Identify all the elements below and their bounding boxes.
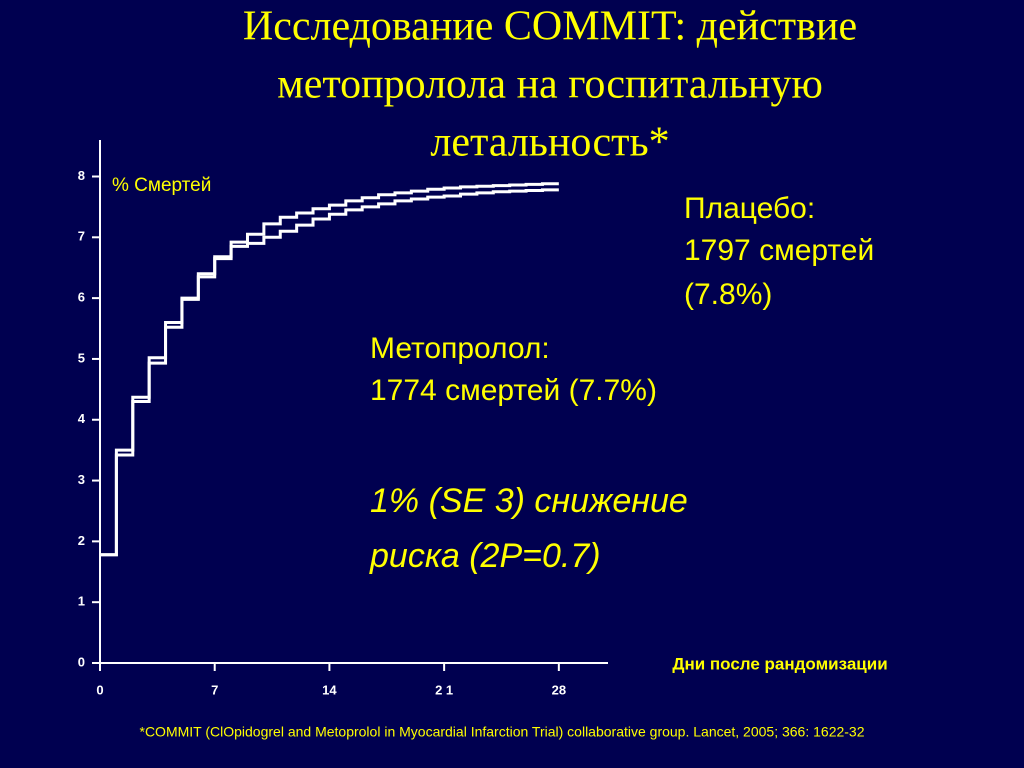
annotation: риска (2P=0.7) — [369, 537, 601, 575]
y-tick-label: 3 — [78, 472, 85, 487]
y-tick-label: 0 — [78, 654, 85, 669]
annotation: 1797 смертей — [684, 234, 874, 267]
x-tick-label: 7 — [211, 682, 218, 697]
annotation: Метопролол: — [370, 332, 550, 365]
annotation: 1774 смертей (7.7%) — [370, 374, 657, 407]
annotation: 1% (SE 3) снижение — [370, 482, 688, 520]
title-line: метопролола на госпитальную — [277, 62, 823, 108]
footnote: *COMMIT (ClOpidogrel and Metoprolol in M… — [140, 724, 865, 740]
y-tick-label: 5 — [78, 350, 85, 365]
y-tick-label: 1 — [78, 594, 85, 609]
x-tick-label: 0 — [96, 682, 103, 697]
x-tick-label: 14 — [322, 682, 337, 697]
title-line: Исследование COMMIT: действие — [243, 4, 857, 50]
y-tick-label: 8 — [78, 168, 85, 183]
y-tick-label: 7 — [78, 229, 85, 244]
y-tick-label: 4 — [78, 411, 86, 426]
x-tick-label: 2 1 — [435, 682, 453, 697]
series-line — [100, 188, 559, 557]
annotation: (7.8%) — [684, 278, 772, 311]
annotation: Плацебо: — [684, 192, 815, 225]
title-line: летальность* — [430, 120, 669, 166]
x-axis-label: Дни после рандомизации — [672, 654, 887, 673]
x-tick-label: 28 — [552, 682, 566, 697]
y-tick-label: 6 — [78, 290, 85, 305]
y-axis-label: % Смертей — [112, 175, 211, 196]
y-tick-label: 2 — [78, 533, 85, 548]
